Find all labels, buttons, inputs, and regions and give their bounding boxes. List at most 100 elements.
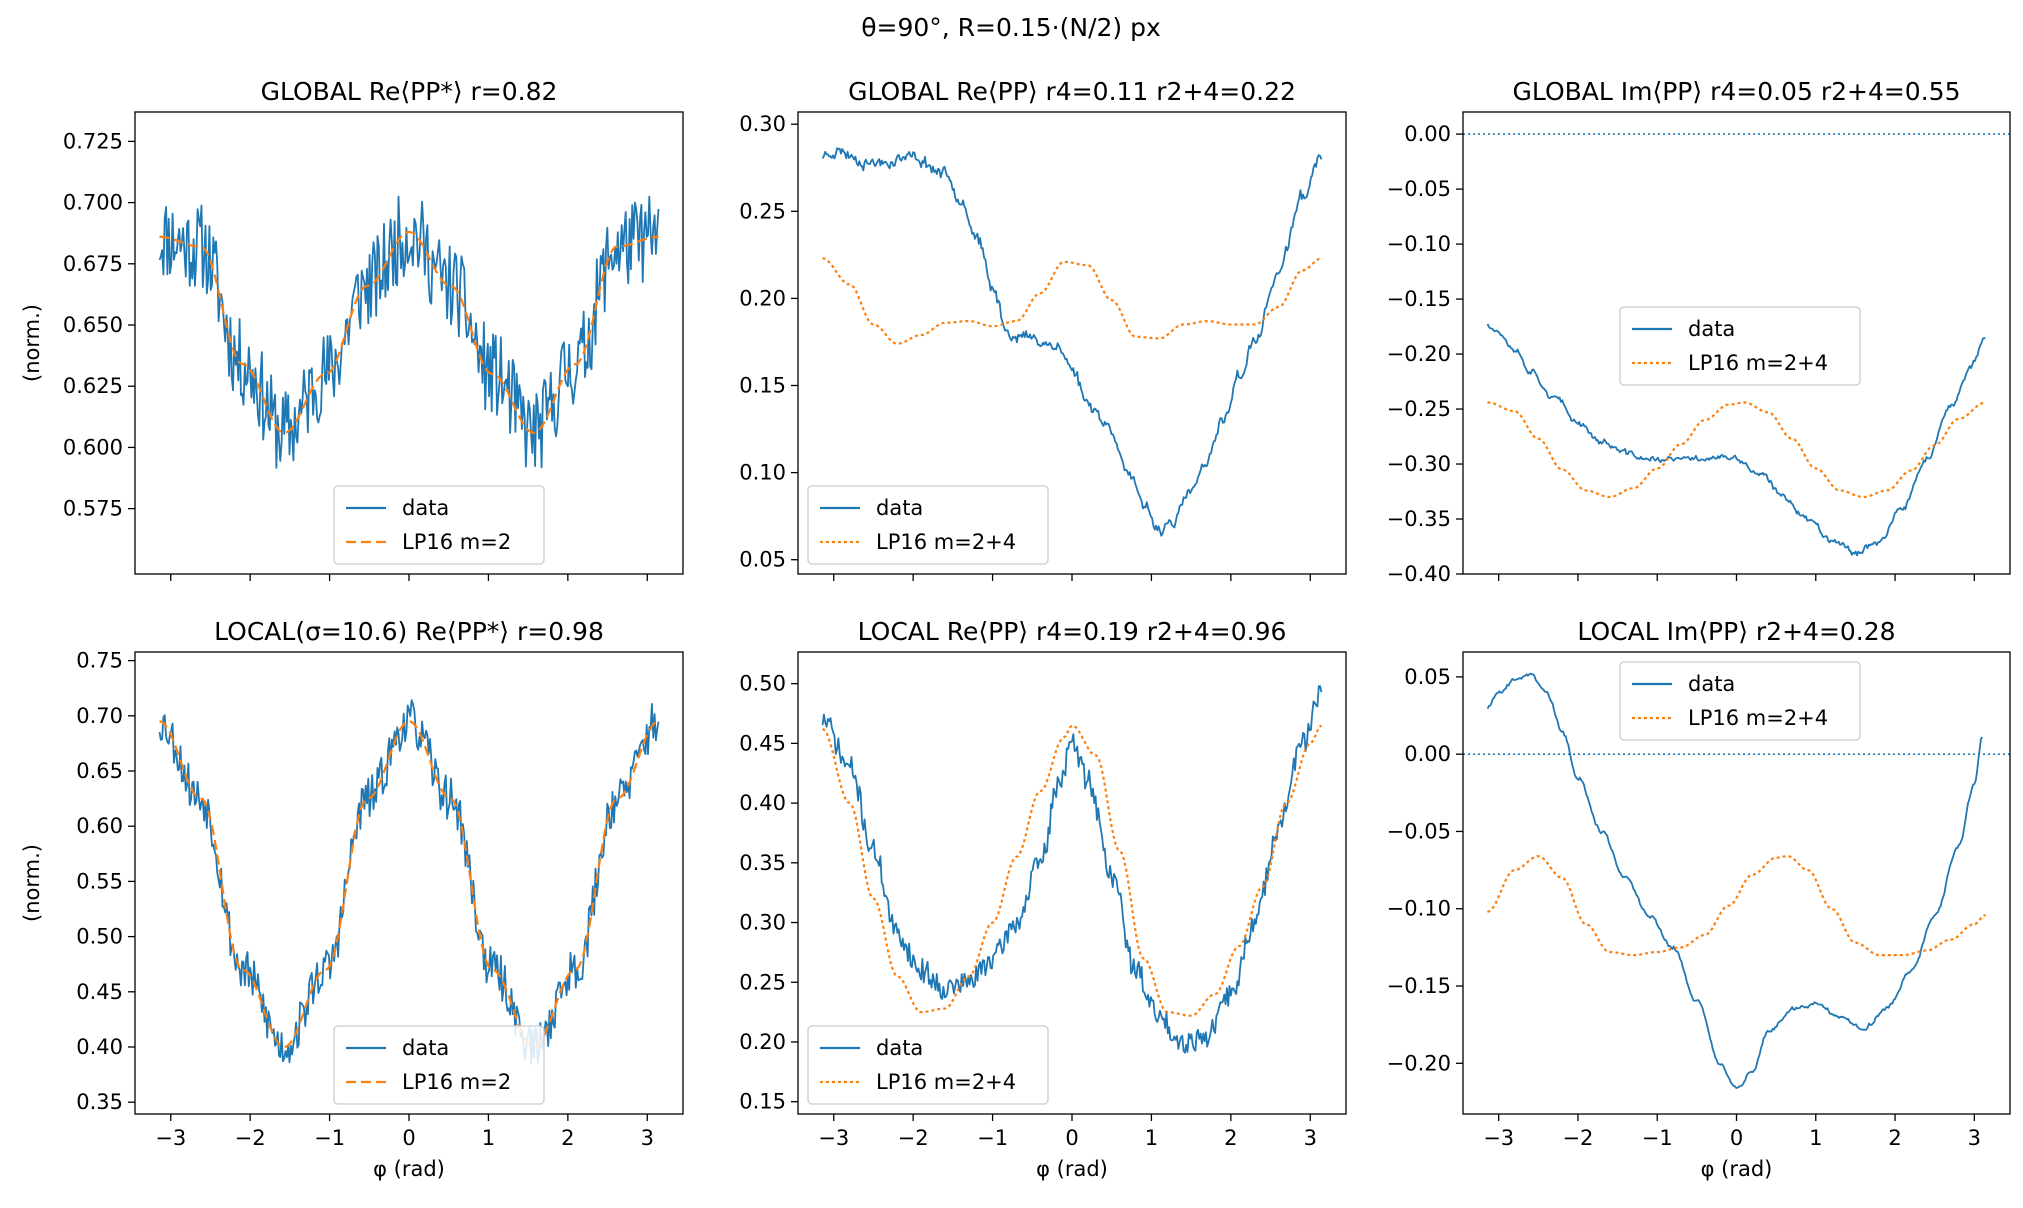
panel-title: GLOBAL Re⟨PP⟩ r4=0.11 r2+4=0.22 — [848, 77, 1296, 106]
x-tick-label: 0 — [1065, 1126, 1078, 1150]
y-tick-label: 0.55 — [76, 869, 123, 893]
legend: data LP16 m=2+4 — [1619, 306, 1861, 386]
legend-box — [1619, 306, 1861, 386]
legend: data LP16 m=2+4 — [1619, 661, 1861, 741]
y-tick-label: 0.00 — [1404, 742, 1451, 766]
x-tick-label: 0 — [402, 1126, 415, 1150]
y-axis-label: (norm.) — [20, 304, 44, 382]
x-tick-label: −1 — [977, 1126, 1008, 1150]
x-tick-label: 3 — [1304, 1126, 1317, 1150]
x-tick-label: 2 — [1888, 1126, 1901, 1150]
y-tick-label: 0.10 — [739, 461, 786, 485]
y-tick-label: 0.60 — [76, 814, 123, 838]
y-tick-label: 0.650 — [63, 313, 123, 337]
x-tick-label: −3 — [1483, 1126, 1514, 1150]
y-tick-label: 0.40 — [739, 791, 786, 815]
panel-title: LOCAL(σ=10.6) Re⟨PP*⟩ r=0.98 — [214, 617, 604, 646]
y-tick-label: 0.625 — [63, 374, 123, 398]
y-tick-label: 0.30 — [739, 112, 786, 136]
x-axis-label: φ (rad) — [373, 1157, 445, 1181]
y-tick-label: −0.40 — [1387, 562, 1451, 586]
y-tick-label: 0.70 — [76, 704, 123, 728]
legend-box — [807, 485, 1049, 565]
series-line-data — [821, 147, 1323, 537]
y-tick-label: −0.20 — [1387, 1051, 1451, 1075]
figure-suptitle: θ=90°, R=0.15·(N/2) px — [861, 13, 1161, 42]
y-tick-label: 0.05 — [739, 548, 786, 572]
legend-box — [1619, 661, 1861, 741]
x-tick-label: 3 — [1968, 1126, 1981, 1150]
plot-area — [821, 147, 1323, 537]
y-tick-label: 0.25 — [739, 970, 786, 994]
series-line-data — [1486, 323, 1986, 557]
legend-box — [807, 1025, 1049, 1105]
legend: data LP16 m=2 — [333, 485, 545, 565]
x-tick-label: −2 — [898, 1126, 929, 1150]
panel-3: GLOBAL Im⟨PP⟩ r4=0.05 r2+4=0.55 −0.40 −0.3… — [1387, 77, 2011, 586]
axes-frame — [1462, 651, 2011, 1115]
panel-title: LOCAL Im⟨PP⟩ r2+4=0.28 — [1577, 617, 1895, 646]
plot-area — [821, 685, 1323, 1054]
axes-frame — [134, 651, 684, 1115]
y-tick-label: 0.40 — [76, 1035, 123, 1059]
y-tick-label: 0.00 — [1404, 122, 1451, 146]
legend-box — [333, 485, 545, 565]
legend-label: LP16 m=2+4 — [1688, 706, 1828, 730]
y-tick-label: −0.15 — [1387, 974, 1451, 998]
y-tick-label: 0.20 — [739, 286, 786, 310]
y-tick-label: 0.700 — [63, 191, 123, 215]
y-tick-label: −0.05 — [1387, 819, 1451, 843]
y-tick-label: 0.725 — [63, 129, 123, 153]
y-tick-label: −0.10 — [1387, 897, 1451, 921]
x-tick-label: −1 — [314, 1126, 345, 1150]
series-line-model — [1487, 855, 1986, 957]
plot-area — [158, 195, 660, 469]
panel-4: LOCAL(σ=10.6) Re⟨PP*⟩ r=0.98 0.35 0.40 0.45… — [20, 617, 684, 1181]
x-tick-label: 2 — [561, 1126, 574, 1150]
x-tick-label: −2 — [1562, 1126, 1593, 1150]
legend-label: data — [1688, 317, 1735, 341]
series-line-model — [159, 720, 659, 1049]
legend-label: data — [402, 496, 449, 520]
y-tick-label: −0.10 — [1387, 232, 1451, 256]
series-line-data — [158, 699, 660, 1065]
axes-frame — [797, 651, 1347, 1115]
y-tick-label: 0.45 — [76, 980, 123, 1004]
y-tick-label: 0.45 — [739, 731, 786, 755]
plot-area — [158, 699, 660, 1065]
legend-label: LP16 m=2+4 — [1688, 351, 1828, 375]
y-tick-label: 0.25 — [739, 199, 786, 223]
y-tick-label: 0.15 — [739, 1090, 786, 1114]
series-line-data — [821, 685, 1323, 1054]
legend: data LP16 m=2+4 — [807, 1025, 1049, 1105]
panel-2: GLOBAL Re⟨PP⟩ r4=0.11 r2+4=0.22 0.05 0.10 0… — [739, 77, 1347, 581]
y-tick-label: −0.20 — [1387, 342, 1451, 366]
series-line-data — [158, 195, 660, 469]
legend-box — [333, 1025, 545, 1105]
y-tick-label: −0.15 — [1387, 287, 1451, 311]
y-tick-label: 0.20 — [739, 1030, 786, 1054]
y-tick-label: 0.30 — [739, 911, 786, 935]
series-line-model — [822, 257, 1322, 345]
legend-label: data — [402, 1036, 449, 1060]
legend-label: LP16 m=2+4 — [876, 1070, 1016, 1094]
y-tick-label: 0.50 — [739, 672, 786, 696]
legend-label: LP16 m=2+4 — [876, 530, 1016, 554]
y-tick-label: 0.35 — [739, 851, 786, 875]
panel-1: GLOBAL Re⟨PP*⟩ r=0.82 0.575 0.600 0.625 0.65… — [20, 77, 684, 581]
y-tick-label: −0.25 — [1387, 397, 1451, 421]
axes-frame — [134, 111, 684, 575]
series-line-data — [1486, 672, 1983, 1089]
y-tick-label: 0.600 — [63, 435, 123, 459]
x-tick-label: 1 — [1809, 1126, 1822, 1150]
legend: data LP16 m=2 — [333, 1025, 545, 1105]
x-tick-label: 0 — [1730, 1126, 1743, 1150]
x-axis-label: φ (rad) — [1036, 1157, 1108, 1181]
series-line-model — [1487, 401, 1986, 499]
y-axis-label: (norm.) — [20, 844, 44, 922]
x-tick-label: 3 — [641, 1126, 654, 1150]
x-tick-label: 1 — [482, 1126, 495, 1150]
series-line-model — [159, 230, 659, 434]
panel-title: GLOBAL Re⟨PP*⟩ r=0.82 — [261, 77, 558, 106]
